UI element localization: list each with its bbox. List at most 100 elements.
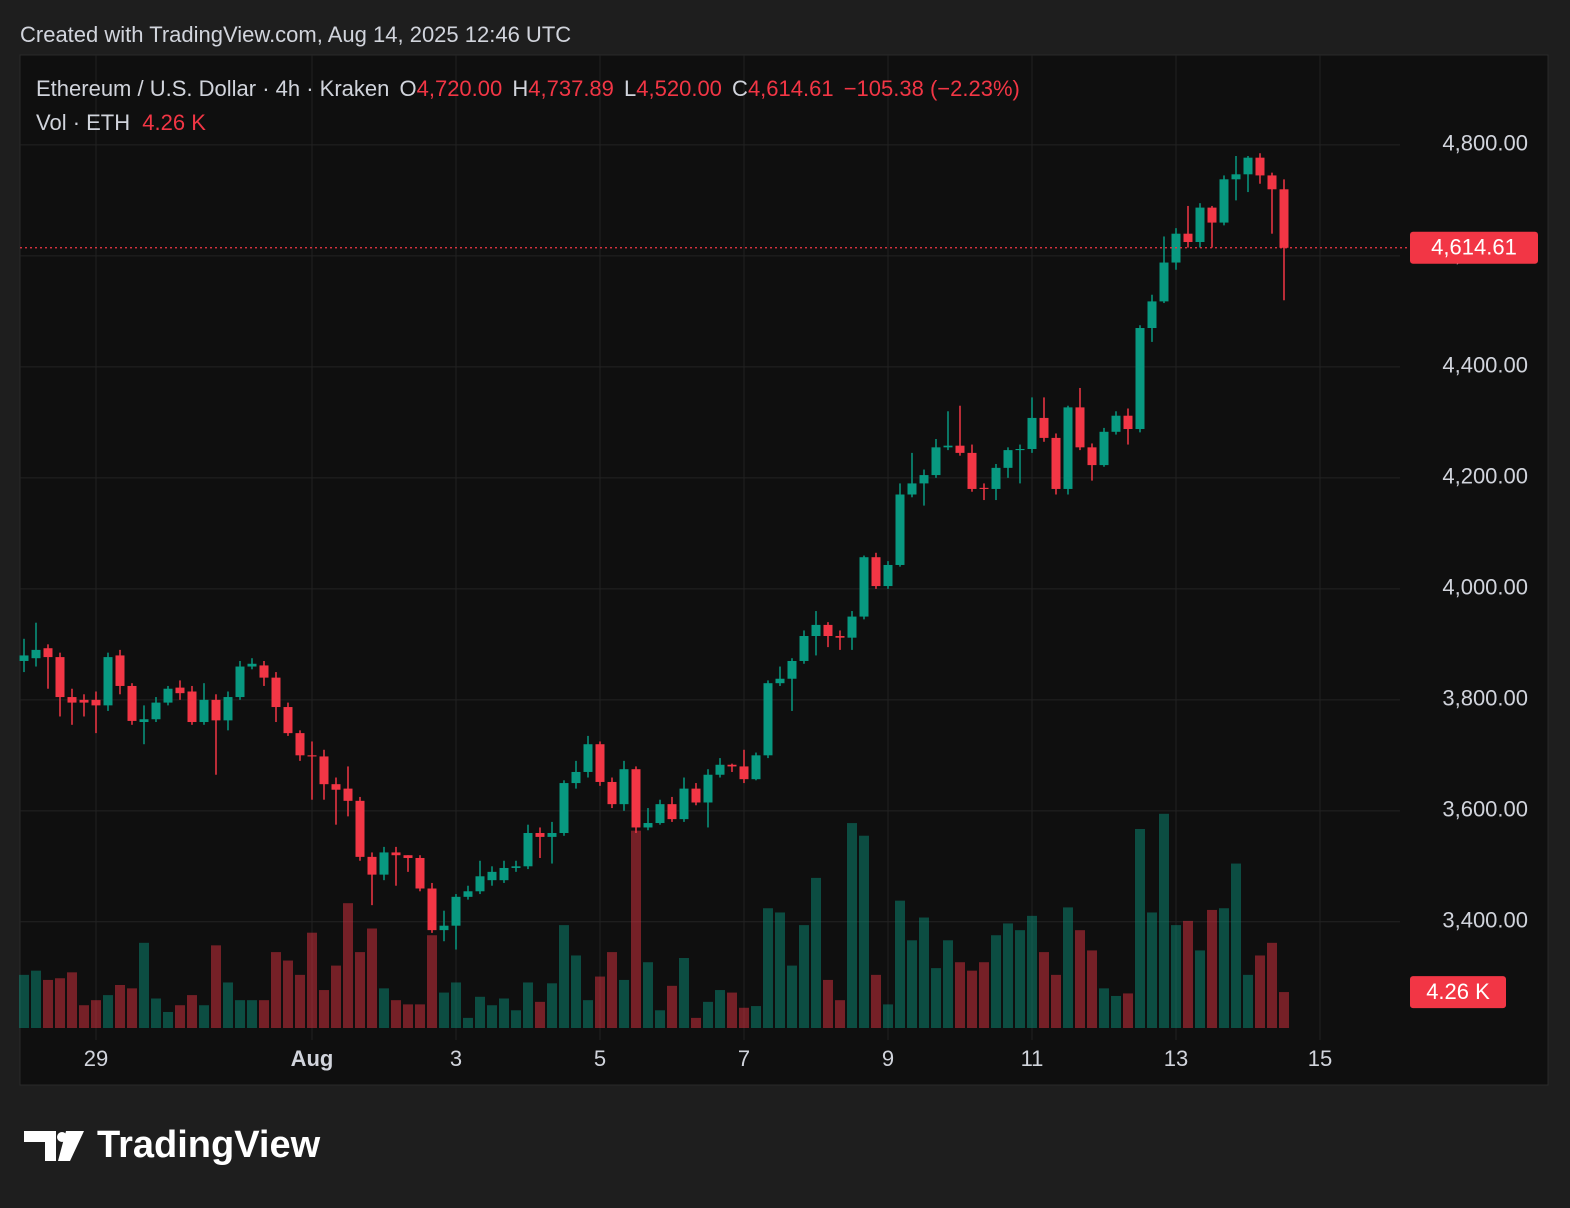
x-tick-label: 29 — [84, 1046, 108, 1071]
candle-body — [91, 699, 101, 706]
candle-body — [511, 866, 521, 868]
volume-bar — [738, 1007, 749, 1028]
candle-body — [655, 804, 665, 824]
candle-body — [475, 876, 485, 892]
candle-body — [727, 764, 737, 767]
volume-bar — [162, 1011, 173, 1028]
volume-name: Vol · ETH — [36, 110, 130, 135]
volume-bar — [786, 965, 797, 1028]
volume-bar — [762, 908, 773, 1028]
candle-body — [871, 557, 881, 587]
candle-body — [1267, 175, 1277, 190]
volume-bar — [354, 952, 365, 1028]
candle-body — [487, 871, 497, 881]
candle-body — [343, 788, 353, 801]
candle-body — [55, 657, 65, 698]
logo-text: TradingView — [97, 1124, 321, 1166]
candle-body — [955, 445, 965, 453]
candle-body — [583, 744, 593, 772]
candle-body — [1087, 447, 1097, 466]
caption: Created with TradingView.com, Aug 14, 20… — [20, 22, 571, 47]
candle-body — [1207, 207, 1217, 223]
y-tick-label: 4,800.00 — [1442, 131, 1528, 156]
volume-bar — [126, 988, 137, 1028]
candle-body — [643, 823, 653, 828]
volume-bar — [246, 1000, 257, 1028]
volume-bar — [198, 1005, 209, 1028]
candle-body — [79, 699, 89, 703]
volume-bar — [30, 970, 41, 1028]
candle-body — [895, 494, 905, 565]
volume-legend: Vol · ETH 4.26 K — [36, 110, 206, 135]
volume-bar — [54, 978, 65, 1028]
volume-bar — [846, 823, 857, 1028]
volume-bar — [834, 1000, 845, 1028]
candle-body — [943, 445, 953, 448]
candle-body — [931, 447, 941, 476]
x-tick-label: 5 — [594, 1046, 606, 1071]
candle-body — [1075, 407, 1085, 448]
volume-bar — [306, 932, 317, 1028]
candle-body — [763, 683, 773, 756]
candle-body — [751, 755, 761, 780]
volume-bar — [78, 1005, 89, 1028]
candle-body — [391, 852, 401, 856]
candle-body — [859, 557, 869, 617]
volume-bar — [270, 952, 281, 1028]
candle-body — [1015, 449, 1025, 451]
volume-pane — [18, 813, 1289, 1028]
candle-body — [715, 764, 725, 775]
candle-body — [835, 636, 845, 638]
candle-body — [1051, 437, 1061, 489]
volume-bar — [570, 955, 581, 1028]
overlay: 4,614.61 4.26 K — [20, 231, 1538, 1009]
candle-body — [151, 702, 161, 720]
candle-body — [1063, 407, 1073, 489]
candle-body — [415, 857, 425, 889]
candle-body — [1243, 157, 1253, 175]
candle-body — [355, 800, 365, 857]
volume-bar — [630, 830, 641, 1028]
volume-bar — [618, 979, 629, 1028]
volume-bar — [330, 965, 341, 1028]
y-tick-label: 4,400.00 — [1442, 353, 1528, 378]
volume-bar — [174, 1005, 185, 1028]
candle-body — [403, 855, 413, 858]
candle-body — [679, 788, 689, 820]
logo-dot — [57, 1132, 67, 1142]
volume-bar — [282, 960, 293, 1028]
candle-body — [1123, 415, 1133, 430]
volume-bar — [1098, 988, 1109, 1028]
candle-body — [991, 467, 1001, 489]
volume-bar — [1206, 909, 1217, 1028]
volume-bar — [582, 1000, 593, 1028]
candle-body — [31, 649, 41, 659]
volume-bar — [522, 982, 533, 1028]
candle-body — [259, 665, 269, 678]
candle-body — [211, 699, 221, 721]
x-tick-label: Aug — [291, 1046, 334, 1071]
volume-bar — [1134, 828, 1145, 1028]
candle-body — [1003, 450, 1013, 468]
candle-body — [163, 688, 173, 703]
y-tick-label: 4,200.00 — [1442, 464, 1528, 489]
candle-body — [595, 744, 605, 782]
volume-bar — [714, 990, 725, 1028]
volume-bar — [18, 974, 29, 1028]
volume-tag — [1410, 976, 1506, 1009]
candle-body — [139, 719, 149, 723]
volume-bar — [390, 1000, 401, 1028]
candle-body — [535, 833, 545, 837]
volume-bar — [1026, 915, 1037, 1028]
candle-body — [811, 624, 821, 637]
legend-value: 4,737.89 — [528, 76, 614, 101]
x-tick-label: 13 — [1164, 1046, 1188, 1071]
candle-body — [223, 697, 233, 721]
candle-body — [1219, 179, 1229, 223]
candle-body — [883, 564, 893, 587]
candle-body — [283, 707, 293, 734]
candle-body — [907, 483, 917, 495]
candle-body — [1111, 415, 1121, 432]
candle-body — [235, 666, 245, 698]
